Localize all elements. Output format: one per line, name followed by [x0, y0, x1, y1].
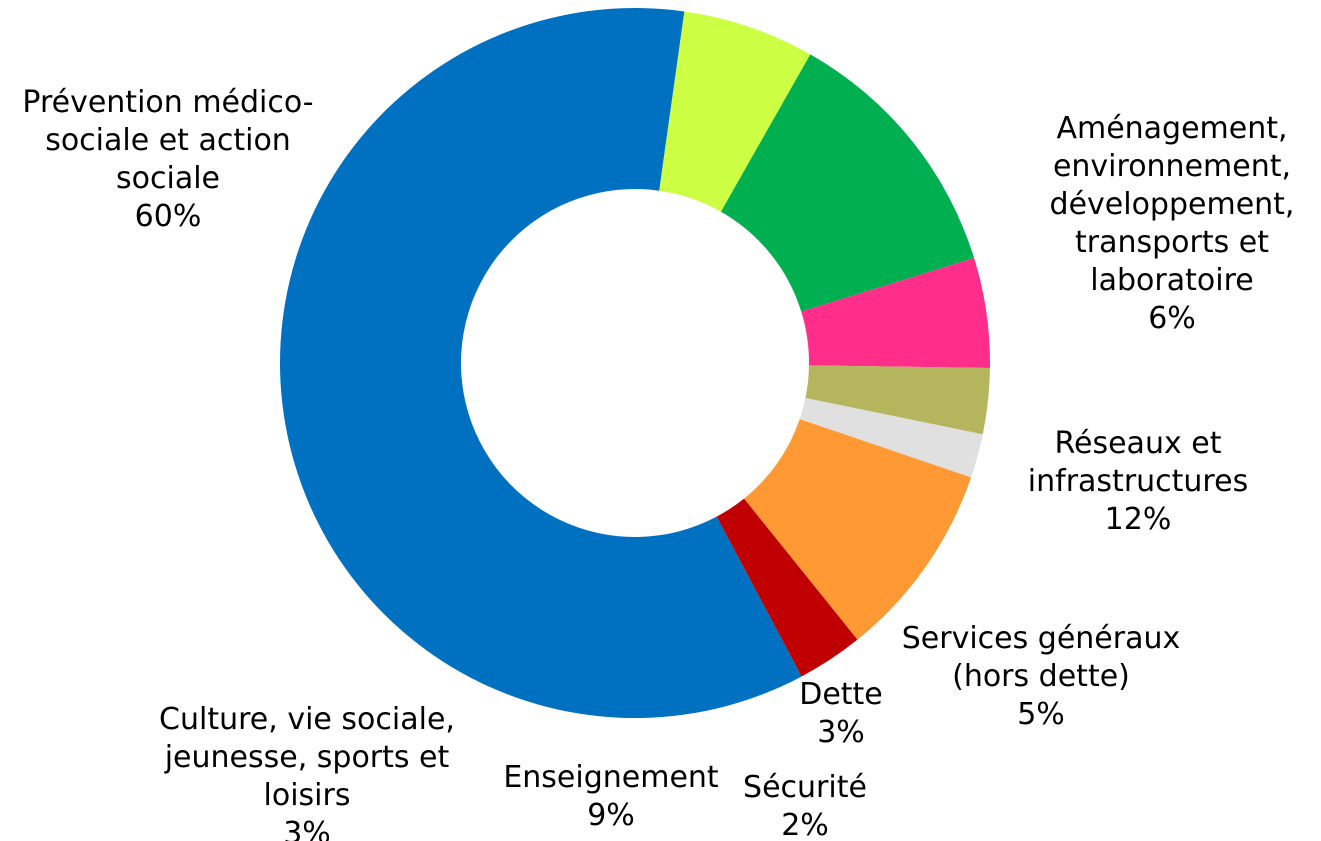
slice-name-line: Services généraux	[902, 621, 1181, 656]
slice-value-label: 9%	[587, 798, 635, 833]
slice-name-line: transports et	[1075, 225, 1269, 260]
slice-name-line: Prévention médico-	[22, 85, 313, 120]
slice-value-label: 12%	[1105, 502, 1172, 537]
slice-name-line: laboratoire	[1090, 263, 1253, 298]
slice-reseaux-et-infrastructures	[720, 54, 975, 312]
slice-securite	[799, 397, 983, 478]
slice-name-line: développement,	[1050, 187, 1295, 222]
slice-enseignement	[744, 419, 972, 640]
slice-name-line: Enseignement	[503, 760, 719, 795]
label-amenagement-environnement-developpement-transports-et-laboratoire: Aménagement, environnement, développement,…	[1050, 111, 1295, 336]
slice-value-label: 6%	[1148, 301, 1196, 336]
slice-labels: Prévention médico-sociale et action socia…	[22, 85, 1294, 841]
label-dette: Dette 3%	[799, 677, 883, 750]
slice-name-line: loisirs	[264, 778, 351, 813]
slice-name-line: Culture, vie sociale,	[159, 702, 455, 737]
slice-name-line: Aménagement,	[1056, 111, 1287, 146]
slice-name-line: environnement,	[1053, 149, 1291, 184]
label-culture-vie-sociale-jeunesse-sports-et-loisirs: Culture, vie sociale, jeunesse, sports et…	[159, 702, 455, 841]
label-enseignement: Enseignement 9%	[503, 760, 719, 833]
label-reseaux-et-infrastructures: Réseaux et infrastructures 12%	[1028, 426, 1248, 537]
slice-name-line: Réseaux et	[1055, 426, 1222, 461]
label-prevention-medico-sociale-et-action-sociale: Prévention médico-sociale et action socia…	[22, 85, 313, 234]
slice-name-line: sociale	[116, 161, 220, 196]
slice-name-line: infrastructures	[1028, 464, 1248, 499]
slice-amenagement-environnement-developpement-transports-et-laboratoire	[659, 11, 811, 212]
slice-value-label: 3%	[817, 715, 865, 750]
slice-name-line: (hors dette)	[952, 659, 1130, 694]
slice-value-label: 5%	[1017, 697, 1065, 732]
slice-value-label: 3%	[283, 816, 331, 841]
donut-slices	[280, 7, 990, 719]
slice-name-line: Dette	[799, 677, 883, 712]
slice-name-line: sociale et action	[45, 123, 291, 158]
slice-value-label: 60%	[135, 199, 202, 234]
slice-culture-vie-sociale-jeunesse-sports-et-loisirs	[716, 498, 858, 677]
label-securite: Sécurité 2%	[743, 770, 867, 841]
slice-prevention-medico-sociale-et-action-sociale	[280, 7, 802, 719]
slice-name-line: jeunesse, sports et	[164, 740, 450, 775]
slice-name-line: Sécurité	[743, 770, 867, 805]
label-services-generaux-hors-dette: Services généraux (hors dette) 5%	[902, 621, 1181, 732]
slice-dette	[805, 365, 990, 435]
slice-services-generaux-hors-dette	[801, 258, 990, 368]
slice-value-label: 2%	[781, 808, 829, 841]
